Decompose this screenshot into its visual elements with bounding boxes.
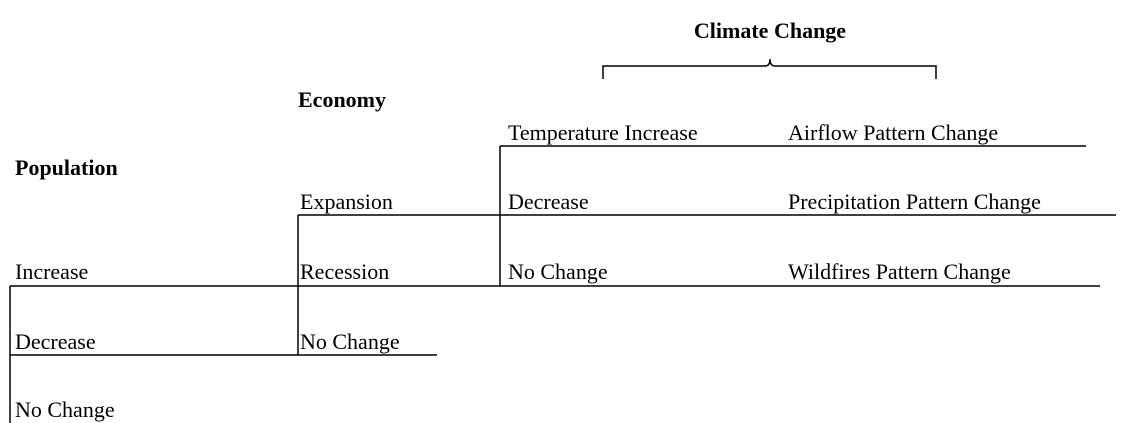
climate-item: Temperature Increase [508, 120, 698, 145]
climate-title: Climate Change [694, 18, 846, 43]
climate-item: No Change [508, 259, 608, 284]
economy-item: Recession [300, 259, 389, 284]
economy-item: No Change [300, 329, 400, 354]
climate-item: Decrease [508, 189, 589, 214]
population-item: Decrease [15, 329, 96, 354]
economy-title: Economy [298, 87, 386, 112]
population-title: Population [15, 155, 118, 180]
economy-item: Expansion [300, 189, 393, 214]
population-item: Increase [15, 259, 88, 284]
climate-item: Wildfires Pattern Change [788, 259, 1011, 284]
brace [602, 58, 937, 79]
population-item: No Change [15, 397, 115, 422]
climate-item: Precipitation Pattern Change [788, 189, 1041, 214]
climate-item: Airflow Pattern Change [788, 120, 998, 145]
